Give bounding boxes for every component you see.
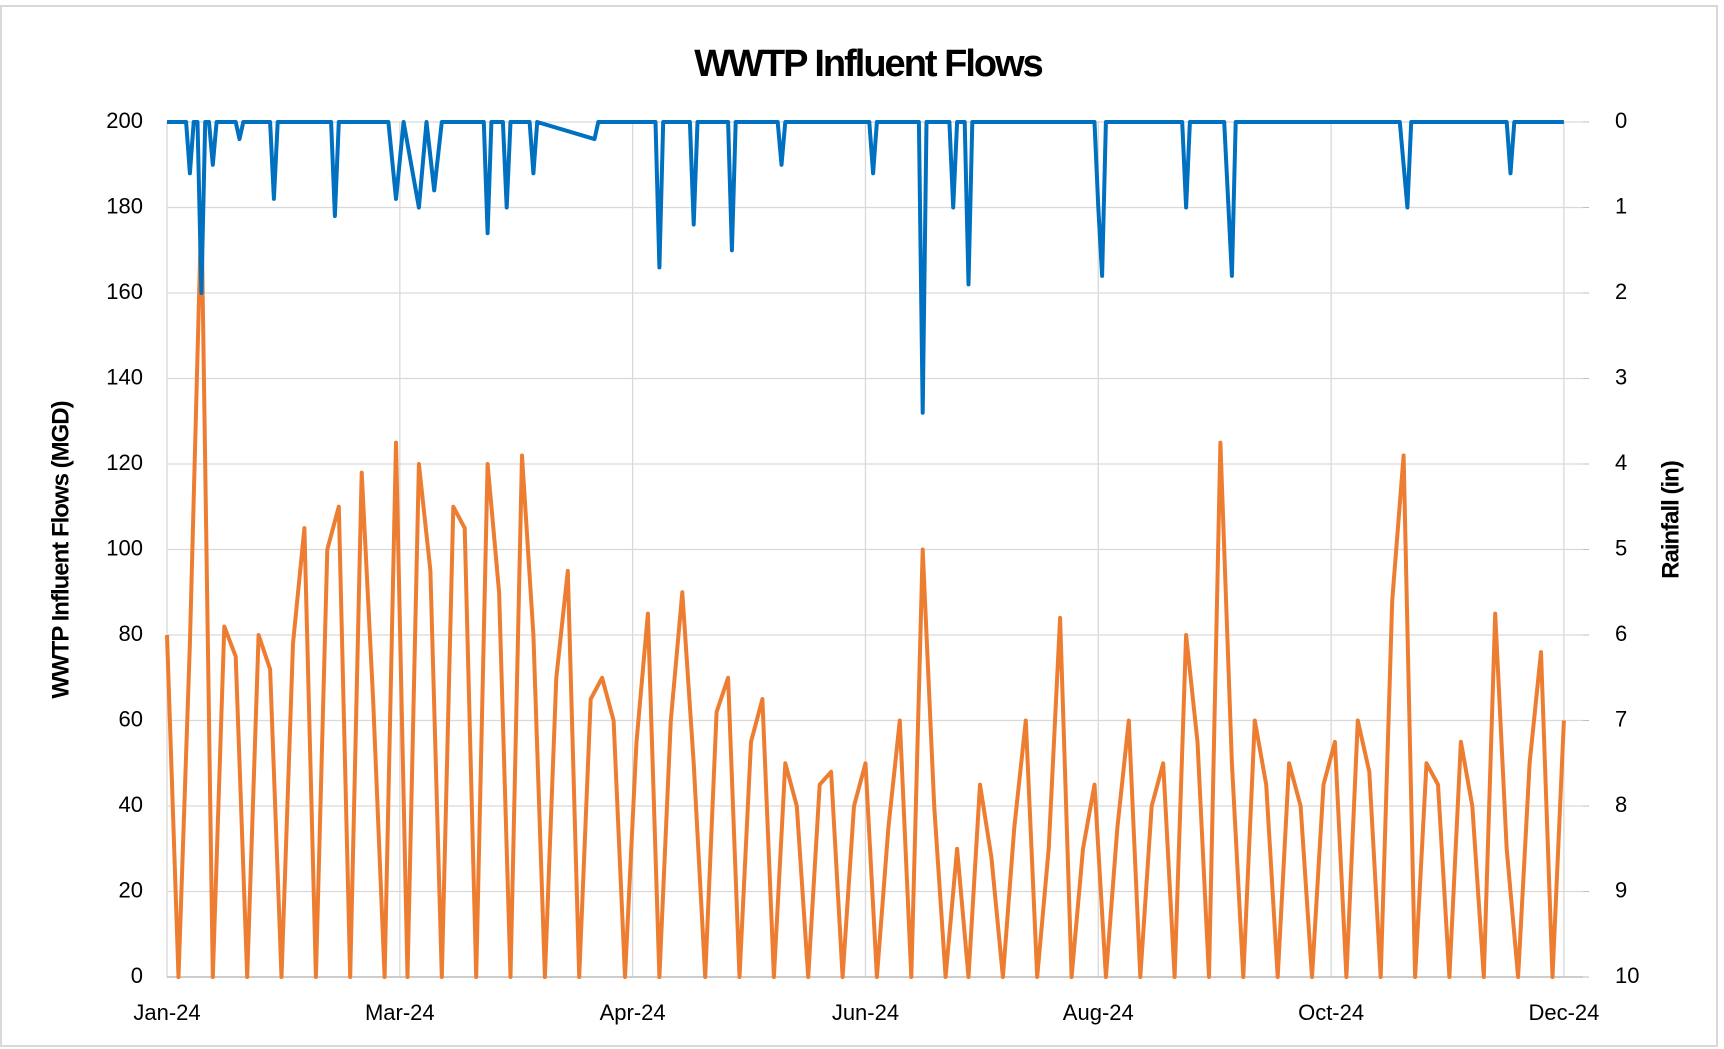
y-tick-label: 140 — [106, 364, 143, 389]
y-tick-label: 160 — [106, 279, 143, 304]
y-tick-label: 40 — [119, 792, 143, 817]
y-axis-label: WWTP Influent Flows (MGD) — [47, 401, 74, 698]
x-tick-label: Mar-24 — [365, 1000, 435, 1025]
chart-border — [0, 5, 1718, 1047]
y-tick-label: 20 — [119, 877, 143, 902]
y2-tick-label: 10 — [1615, 963, 1639, 988]
y-tick-label: 200 — [106, 108, 143, 133]
y2-tick-label: 0 — [1615, 108, 1627, 133]
y2-tick-label: 2 — [1615, 279, 1627, 304]
y-tick-label: 80 — [119, 621, 143, 646]
x-tick-label: Jun-24 — [832, 1000, 899, 1025]
y2-axis-label: Rainfall (in) — [1657, 461, 1684, 579]
y2-tick-label: 6 — [1615, 621, 1627, 646]
y2-tick-label: 8 — [1615, 792, 1627, 817]
y-tick-label: 180 — [106, 193, 143, 218]
series-line — [165, 205, 1566, 979]
y-tick-label: 0 — [131, 963, 143, 988]
y2-tick-label: 9 — [1615, 877, 1627, 902]
y2-tick-label: 7 — [1615, 706, 1627, 731]
y2-tick-label: 5 — [1615, 535, 1627, 560]
y-tick-label: 60 — [119, 706, 143, 731]
x-tick-label: Aug-24 — [1063, 1000, 1134, 1025]
y-tick-label: 120 — [106, 450, 143, 475]
x-tick-label: Dec-24 — [1528, 1000, 1599, 1025]
x-tick-label: Apr-24 — [600, 1000, 666, 1025]
x-tick-label: Jan-24 — [133, 1000, 200, 1025]
y2-tick-label: 4 — [1615, 450, 1627, 475]
chart-title: WWTP Influent Flows — [694, 43, 1042, 85]
y2-tick-label: 1 — [1615, 193, 1627, 218]
y2-tick-label: 3 — [1615, 364, 1627, 389]
series-line — [167, 120, 1564, 415]
x-tick-label: Oct-24 — [1298, 1000, 1364, 1025]
y-tick-label: 100 — [106, 535, 143, 560]
